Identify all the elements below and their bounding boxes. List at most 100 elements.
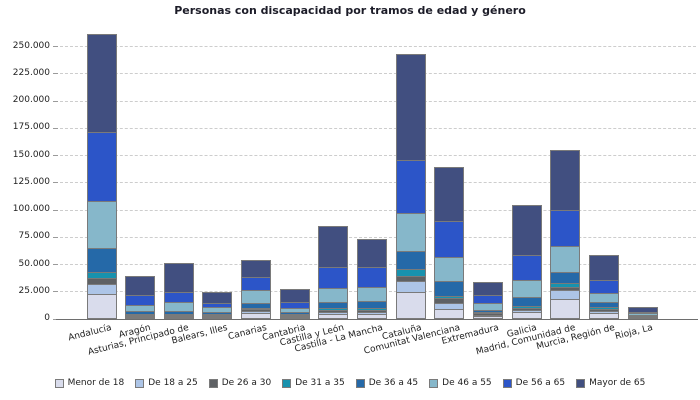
bar-segment [590,302,619,308]
bar-segment [435,296,464,299]
bar [279,289,310,320]
legend-label: Mayor de 65 [589,378,646,388]
bar-segment [126,313,155,315]
bar-segment [203,313,232,315]
legend-swatch [355,378,365,388]
bar-segment [474,314,503,317]
bar-segment [628,313,657,315]
legend-item: De 46 a 55 [429,378,492,388]
bar-segment [164,301,193,312]
bar-segment [126,314,155,316]
bar-segment [628,315,657,317]
bar-segment [203,302,232,308]
legend-item: De 31 a 35 [282,378,345,388]
bar-segment [319,312,348,315]
bar-segment [358,300,387,308]
legend-item: De 26 a 30 [208,378,272,388]
bar-segment [590,309,619,312]
bar-segment [435,167,464,222]
bar-segment [242,313,271,319]
y-tick-mark [53,236,58,238]
y-tick-label: 125.000 [12,176,50,187]
bar-segment [87,201,116,248]
bar-segment [551,246,580,273]
gridline [60,209,696,211]
bar-segment [242,307,271,310]
bar-segment [203,311,232,314]
bar-segment [551,151,580,211]
bar-segment [319,266,348,289]
bar-segment [628,316,657,318]
gridline [60,100,696,102]
bar-segment [512,296,541,306]
legend-item: De 36 a 45 [355,378,419,388]
bar-segment [396,268,425,276]
legend-label: De 26 a 30 [221,378,272,388]
bar-segment [126,304,155,312]
bar [627,307,658,320]
bar-segment [319,314,348,319]
legend-item: Mayor de 65 [576,378,645,388]
bar-segment [435,302,464,309]
bar-segment [280,314,309,316]
bar-segment [435,257,464,282]
y-tick-mark [53,209,58,211]
bar-segment [87,35,116,132]
y-tick-label: 250.000 [12,40,50,51]
y-tick-mark [53,73,58,75]
y-tick-label: 25.000 [18,285,51,296]
y-tick-label: 200.000 [12,95,50,106]
gridline [60,73,696,75]
y-tick-mark [53,182,58,184]
gridline [60,182,696,184]
bar-segment [319,288,348,302]
bar-segment [590,292,619,303]
bar-segment [126,294,155,305]
bar [202,292,233,320]
y-tick-label: 50.000 [18,258,51,269]
bar-segment [319,301,348,308]
chart-title: Personas con discapacidad por tramos de … [174,4,526,17]
bar [163,263,194,320]
x-category-label: Rioja, La [614,323,655,343]
bar-segment [628,312,657,314]
bar-segment [203,317,232,319]
bar-segment [512,205,541,256]
bar-segment [87,284,116,295]
legend-item: De 56 a 65 [502,378,566,388]
bar-segment [319,307,348,310]
bar-segment [474,294,503,304]
bar-segment [280,307,309,312]
y-tick-label: 75.000 [18,231,51,242]
legend-label: De 46 a 55 [442,378,492,388]
legend-label: De 36 a 45 [368,378,419,388]
bar-segment [590,311,619,313]
bar-segment [512,255,541,281]
bar-segment [87,131,116,202]
bar-segment [358,312,387,315]
bar-segment [164,264,193,292]
legend-label: De 31 a 35 [295,378,345,388]
bar-segment [164,314,193,316]
legend-label: De 56 a 65 [515,378,566,388]
bar-segment [126,311,155,314]
legend-item: Menor de 18 [54,378,125,388]
bar-segment [512,312,541,319]
bar-segment [358,314,387,319]
bar-segment [512,308,541,311]
bar-segment [474,309,503,313]
bar-segment [512,280,541,297]
bar-segment [396,281,425,293]
bar-segment [551,283,580,287]
bar-segment [242,302,271,308]
bar-segment [164,317,193,319]
bar-segment [280,311,309,315]
legend-label: Menor de 18 [67,378,125,388]
legend-swatch [282,378,292,388]
legend-swatch [135,378,145,388]
bar-segment [435,221,464,258]
bar-segment [358,307,387,310]
y-tick-mark [53,46,58,48]
legend-label: De 18 a 25 [148,378,198,388]
bar-segment [474,303,503,310]
